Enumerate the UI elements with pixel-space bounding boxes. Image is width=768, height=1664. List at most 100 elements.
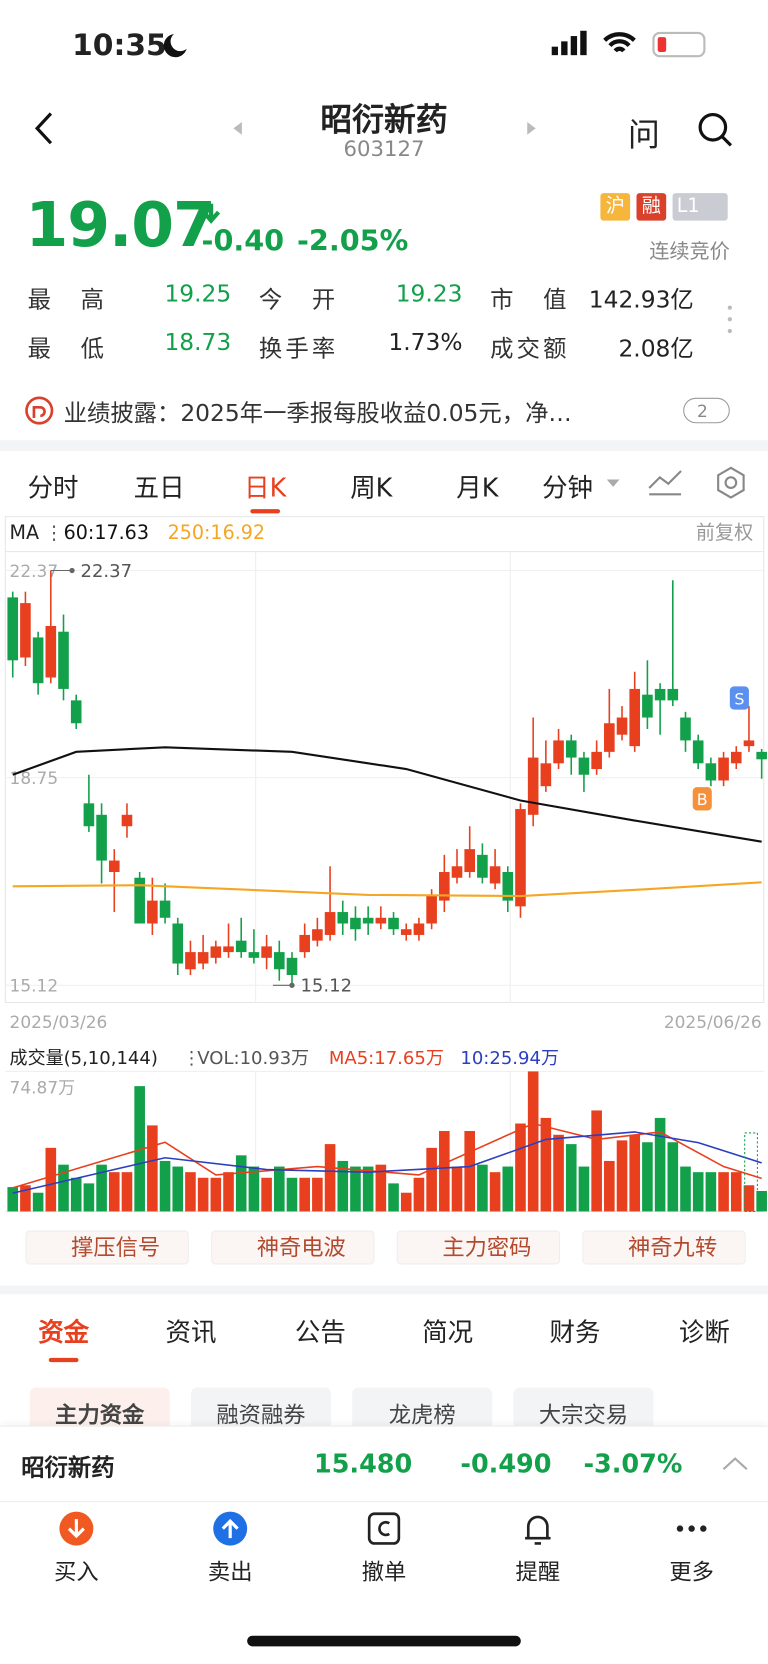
tab[interactable]: 月K xyxy=(456,473,499,503)
ask-button[interactable]: 问 xyxy=(627,116,660,154)
section-tab[interactable]: 资讯 xyxy=(165,1317,217,1348)
more-icon[interactable] xyxy=(674,1511,710,1547)
candle-body xyxy=(261,946,272,958)
chip[interactable]: 融资融券 xyxy=(190,1387,331,1430)
candle-body xyxy=(375,917,387,924)
shape xyxy=(688,1525,695,1532)
ticker-change: -0.490 xyxy=(460,1449,552,1479)
shape xyxy=(698,112,728,142)
notice-count[interactable]: 2 xyxy=(683,397,730,424)
section-tab[interactable]: 简况 xyxy=(422,1317,474,1348)
candle-body xyxy=(362,917,374,924)
notice-text[interactable]: 业绩披露：2025年一季报每股收益0.05元，净… xyxy=(63,400,572,428)
candle-body xyxy=(502,872,514,901)
x-label: 2025/03/26 xyxy=(10,1013,108,1033)
stock-code: 603127 xyxy=(343,135,425,162)
volume-bar xyxy=(83,1183,95,1212)
candle-body xyxy=(223,946,234,953)
volume-bar xyxy=(273,1166,285,1212)
clock: 10:35 xyxy=(72,27,167,63)
tool-button[interactable]: 神奇电波 xyxy=(211,1230,375,1265)
chip-active[interactable]: 主力资金 xyxy=(29,1387,170,1430)
alert-icon[interactable] xyxy=(520,1511,556,1547)
volume-bar xyxy=(489,1172,501,1212)
stock-name: 昭衍新药 xyxy=(320,101,448,139)
section-tab[interactable]: 财务 xyxy=(549,1317,601,1348)
candle-body xyxy=(312,929,323,941)
down-arrow xyxy=(202,203,221,224)
shape xyxy=(724,476,738,490)
volume-bar xyxy=(654,1117,666,1212)
tool-button[interactable]: 撑压信号 xyxy=(25,1230,189,1265)
section-tab[interactable]: 诊断 xyxy=(678,1317,730,1348)
y-tick-label: 15.12 xyxy=(10,977,59,997)
price: 19.07 xyxy=(25,188,215,261)
vol-ma5-legend: MA5:17.65万 xyxy=(329,1048,444,1069)
volume-bar xyxy=(565,1144,577,1212)
candle-body xyxy=(730,751,742,764)
sell-icon[interactable] xyxy=(212,1511,248,1547)
divider xyxy=(0,1285,768,1295)
nav-label[interactable]: 买入 xyxy=(54,1559,99,1585)
section-tab[interactable]: 公告 xyxy=(294,1317,346,1348)
volume-bar xyxy=(540,1117,552,1212)
tab[interactable]: 周K xyxy=(350,473,393,503)
shape xyxy=(676,1525,684,1532)
cancel-icon[interactable] xyxy=(366,1511,402,1547)
shape xyxy=(32,406,46,418)
tab[interactable]: 分时 xyxy=(27,473,79,503)
expand[interactable] xyxy=(721,1455,749,1472)
chip[interactable]: 大宗交易 xyxy=(513,1387,654,1430)
tab[interactable]: 五日 xyxy=(133,473,185,503)
shape xyxy=(657,37,667,52)
volume-bar xyxy=(248,1166,260,1212)
chip[interactable]: 龙虎榜 xyxy=(352,1387,493,1430)
tool-button[interactable]: 神奇九转 xyxy=(582,1230,746,1265)
candle-body xyxy=(400,929,412,935)
level-badge[interactable]: L1 xyxy=(672,193,728,221)
shape xyxy=(603,32,636,53)
bottom-panel xyxy=(0,1425,768,1664)
more-dots[interactable] xyxy=(726,303,734,335)
nav-label[interactable]: 撤单 xyxy=(361,1559,407,1585)
tool-button[interactable]: 主力密码 xyxy=(396,1230,561,1265)
candle-body xyxy=(70,700,82,724)
volume-bar xyxy=(515,1123,526,1212)
shape xyxy=(580,30,587,56)
tab[interactable]: 分钟 xyxy=(542,473,593,503)
volume-bar xyxy=(197,1177,209,1212)
candle-body xyxy=(642,694,653,718)
buy-icon[interactable] xyxy=(58,1511,94,1547)
trade-mark-bg xyxy=(692,787,712,811)
candle-body xyxy=(451,866,463,878)
next-stock[interactable] xyxy=(525,121,538,136)
prev-stock[interactable] xyxy=(231,121,244,136)
settings[interactable] xyxy=(713,465,749,501)
stat-label: 最高 xyxy=(27,287,104,314)
vol-title: 成交量(5,10,144) xyxy=(10,1048,158,1069)
candle-body xyxy=(705,763,717,781)
vol-legend: VOL:10.93万 xyxy=(197,1048,309,1069)
volume-bar xyxy=(464,1131,476,1212)
back-button[interactable] xyxy=(30,110,62,146)
draw-tool[interactable] xyxy=(647,467,683,499)
section-tab-active[interactable]: 资金 xyxy=(38,1317,90,1348)
shape xyxy=(561,41,568,56)
candle-body xyxy=(20,603,31,658)
volume-bar xyxy=(185,1172,196,1212)
margin-badge: 融 xyxy=(636,193,667,221)
shape xyxy=(648,470,682,496)
nav-label[interactable]: 更多 xyxy=(669,1559,714,1585)
volume-bar xyxy=(705,1172,717,1212)
tab-active[interactable]: 日K xyxy=(244,473,287,503)
adjust-mode[interactable]: 前复权 xyxy=(696,521,753,544)
volume-bar xyxy=(324,1144,336,1212)
max-label: 22.37 xyxy=(81,561,133,582)
search-button[interactable] xyxy=(696,110,734,148)
candle-body xyxy=(756,751,767,760)
volume-bar xyxy=(58,1164,69,1212)
nav-label[interactable]: 卖出 xyxy=(207,1559,253,1585)
candle-body xyxy=(667,688,679,701)
trade-mark: S xyxy=(734,689,744,708)
nav-label[interactable]: 提醒 xyxy=(515,1559,561,1585)
